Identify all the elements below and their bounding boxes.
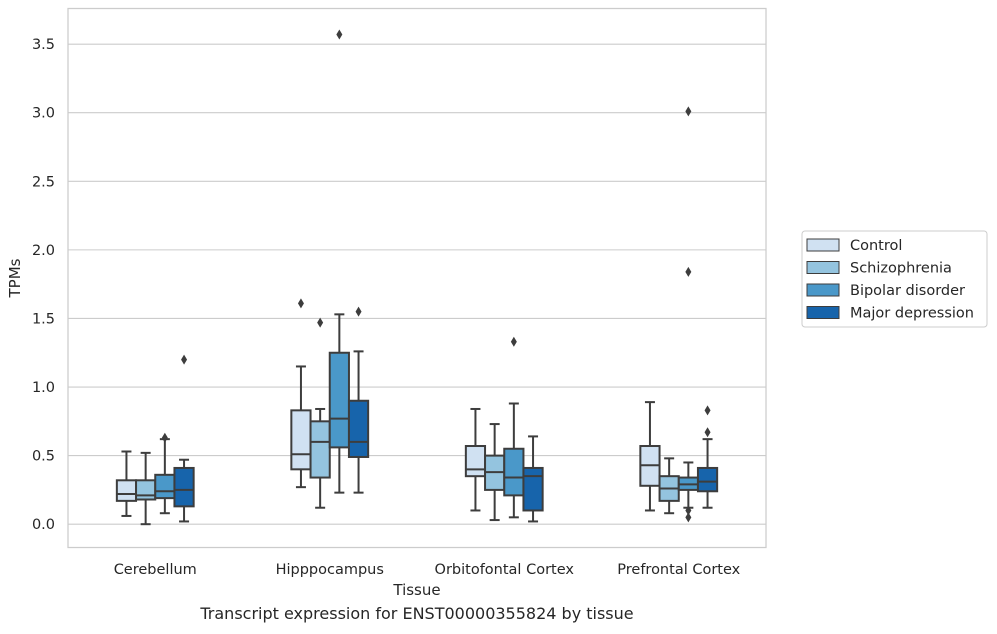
box xyxy=(290,409,312,471)
box-item xyxy=(290,298,312,489)
box xyxy=(522,466,544,512)
series-group xyxy=(135,317,680,526)
box xyxy=(115,479,138,502)
box-item xyxy=(484,423,506,522)
box xyxy=(154,473,176,500)
y-tick-label: 1.0 xyxy=(32,380,55,396)
series-group xyxy=(154,29,699,523)
y-axis-ticks: 0.0 0.5 1.0 1.5 2.0 2.5 3.0 3.5 xyxy=(32,37,55,533)
box-item xyxy=(677,106,699,523)
legend-label: Control xyxy=(850,238,902,254)
box-item xyxy=(464,407,487,512)
outlier-point xyxy=(161,432,168,443)
box xyxy=(464,445,487,478)
y-tick-label: 3.0 xyxy=(32,106,55,122)
legend-label: Schizophrenia xyxy=(850,261,952,277)
legend-swatch xyxy=(806,261,840,274)
legend-frame xyxy=(801,230,988,328)
box-item xyxy=(173,354,195,523)
legend-entry: Bipolar disorder xyxy=(806,283,965,299)
box xyxy=(173,466,195,508)
box-item xyxy=(503,336,525,519)
figure-caption: Transcript expression for ENST0000035582… xyxy=(200,604,634,623)
outlier-point xyxy=(685,512,692,523)
y-tick-label: 2.0 xyxy=(32,243,55,259)
box-item xyxy=(347,306,370,494)
y-tick-label: 2.5 xyxy=(32,174,55,190)
box-item xyxy=(696,405,719,509)
outlier-point xyxy=(704,427,711,438)
outlier-point xyxy=(510,336,517,347)
x-axis-ticks: Cerebellum Hipppocampus Orbitofontal Corte… xyxy=(114,562,741,578)
x-tick-label: Cerebellum xyxy=(114,562,197,578)
box xyxy=(503,447,525,497)
y-tick-label: 1.5 xyxy=(32,311,55,327)
legend-entry: Major depression xyxy=(806,306,974,322)
outlier-point xyxy=(685,266,692,277)
legend-swatch xyxy=(806,238,840,252)
outlier-point xyxy=(181,354,188,365)
outlier-point xyxy=(297,298,304,309)
series-group xyxy=(173,306,719,523)
y-axis-label: TPMs xyxy=(6,258,24,298)
outlier-point xyxy=(317,317,324,328)
legend-entry: Schizophrenia xyxy=(806,261,952,277)
x-tick-label: Orbitofontal Cortex xyxy=(435,562,575,578)
x-axis-label: Tissue xyxy=(392,581,440,599)
legend-entry: Control xyxy=(806,238,902,254)
box xyxy=(696,466,719,493)
box-item xyxy=(639,401,661,512)
series-group xyxy=(115,298,661,517)
legend-swatch xyxy=(806,283,840,297)
box-item xyxy=(522,435,544,523)
legend-swatch xyxy=(806,306,840,319)
box xyxy=(309,420,331,479)
outlier-point xyxy=(685,505,692,516)
y-tick-label: 0.5 xyxy=(32,449,55,465)
outlier-point xyxy=(704,405,711,416)
box-item xyxy=(154,432,176,515)
box-item xyxy=(115,450,138,517)
y-tick-label: 3.5 xyxy=(32,37,55,53)
legend-label: Major depression xyxy=(850,306,974,322)
outlier-point xyxy=(685,106,692,117)
box-series xyxy=(115,29,719,526)
box xyxy=(347,399,370,458)
x-tick-label: Hipppocampus xyxy=(276,562,384,578)
outlier-point xyxy=(336,29,343,40)
outlier-point xyxy=(355,306,362,317)
legend-label: Bipolar disorder xyxy=(850,283,965,299)
legend: Control Schizophrenia Bipolar disorder Majo… xyxy=(801,230,988,328)
box-item xyxy=(135,451,157,526)
plot-frame xyxy=(67,7,767,549)
box-item xyxy=(309,317,331,509)
gridlines xyxy=(68,43,766,525)
box-item xyxy=(328,29,350,494)
y-tick-label: 0.0 xyxy=(32,517,55,533)
x-tick-label: Prefrontal Cortex xyxy=(617,562,740,578)
box xyxy=(328,351,350,449)
box-item xyxy=(658,457,680,515)
box xyxy=(135,479,157,501)
